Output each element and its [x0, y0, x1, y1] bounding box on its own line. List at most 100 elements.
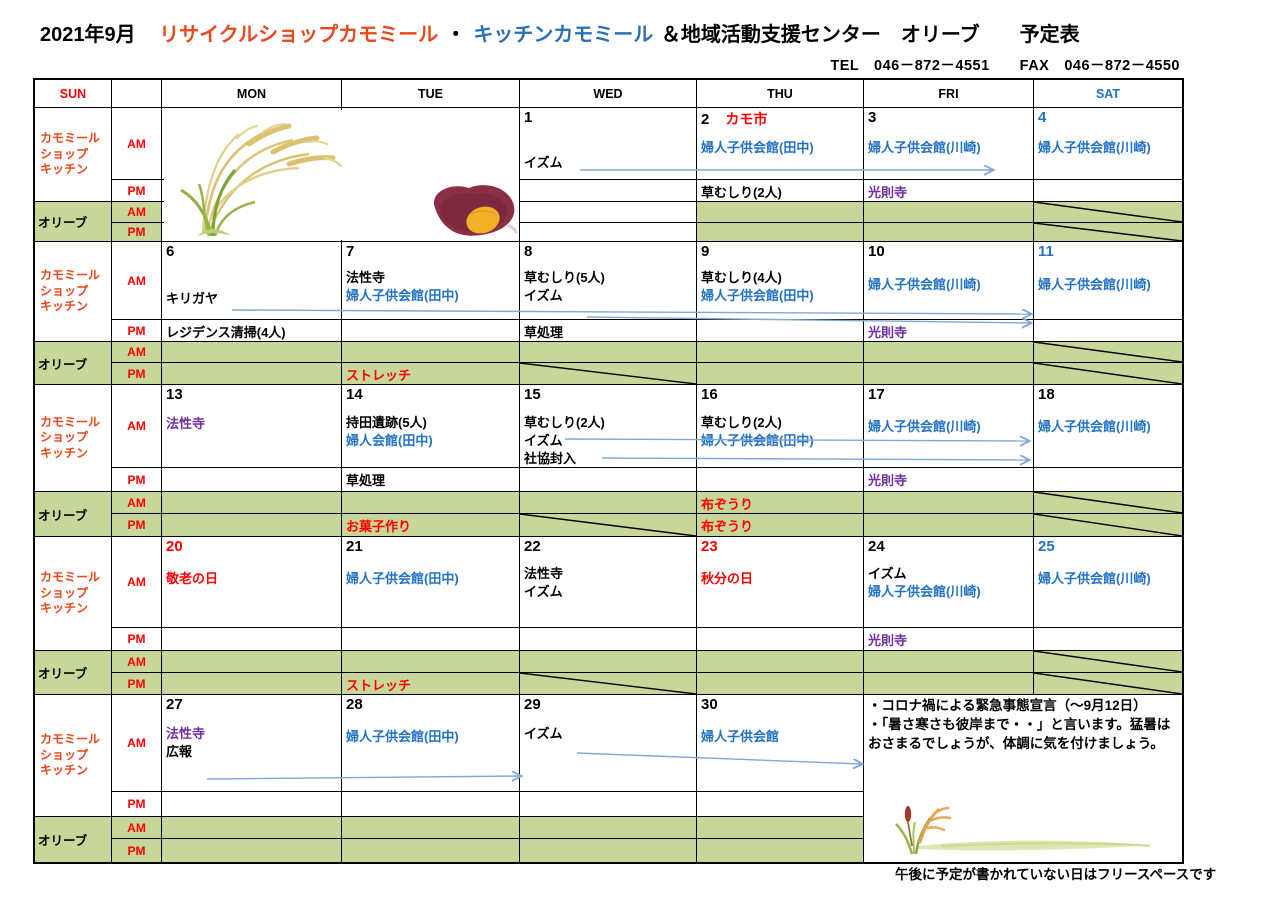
event: 婦人子供会館(田中): [346, 288, 459, 303]
olive-pm-label: PM: [112, 363, 162, 385]
day-cell-sep17: 17 婦人子供会館(川崎): [864, 385, 1034, 468]
olive-pm-label: PM: [112, 223, 162, 242]
event: 婦人子供会館(川崎): [1038, 419, 1151, 434]
olive-am-cell-closed: [1034, 342, 1182, 363]
olive-am-cell: [864, 492, 1034, 514]
row-label-kamomile: カモミール ショップ キッチン: [35, 385, 112, 492]
header-thu: THU: [697, 80, 864, 108]
pm-cell: [1034, 628, 1182, 651]
date-number: 23: [701, 538, 718, 555]
date-number: 14: [346, 386, 363, 403]
event-holiday: 秋分の日: [701, 571, 754, 586]
closed-diagonal-line: [1034, 363, 1182, 384]
event: 法性寺: [524, 566, 564, 581]
olive-pm-cell: [162, 839, 342, 862]
event: イズム: [524, 155, 563, 170]
date-number: 28: [346, 696, 363, 713]
event: 広報: [166, 744, 193, 759]
olive-pm-cell: [864, 363, 1034, 385]
date-number: 3: [868, 109, 877, 126]
olive-pm-cell-closed: [520, 673, 697, 695]
event: 草むしり(2人): [701, 415, 782, 430]
event: 婦人子供会館(川崎): [1038, 140, 1151, 155]
olive-am-cell-closed: [1034, 651, 1182, 673]
closed-diagonal-line: [520, 363, 696, 384]
olive-am-cell: [697, 202, 864, 223]
olive-am-cell-closed: [1034, 202, 1182, 223]
day-cell-sep22: 22 法性寺 イズム: [520, 537, 697, 628]
date-number: 9: [701, 243, 710, 260]
event: 婦人子供会館(田中): [701, 433, 814, 448]
olive-pm-cell: [697, 673, 864, 695]
row-label-olive: オリーブ: [35, 492, 112, 537]
day-cell-sep18: 18 婦人子供会館(川崎): [1034, 385, 1182, 468]
day-cell-sep13: 13 法性寺: [162, 385, 342, 468]
olive-am-cell: [162, 492, 342, 514]
date-number: 18: [1038, 386, 1055, 403]
notes-cell: ・コロナ禍による緊急事態宣言（～9月12日） ・「暑さ寒さも彼岸まで・・」と言い…: [864, 695, 1182, 862]
event: 光則寺: [868, 325, 908, 340]
pm-cell: [162, 792, 342, 817]
olive-am-cell: [520, 817, 697, 839]
date-number: 11: [1038, 243, 1054, 260]
day-cell-sep6: 6 キリガヤ: [162, 242, 342, 320]
event: 婦人子供会館(川崎): [868, 584, 981, 599]
event: 婦人会館(田中): [346, 433, 433, 448]
olive-pm-label: PM: [112, 514, 162, 537]
olive-pm-cell-closed: [1034, 514, 1182, 537]
pm-cell: [1034, 320, 1182, 342]
event: 婦人子供会館(川崎): [1038, 277, 1151, 292]
day-cell-sep23: 23 秋分の日: [697, 537, 864, 628]
olive-am-cell: [864, 202, 1034, 223]
date-number: 4: [1038, 109, 1047, 126]
pm-cell: [162, 468, 342, 492]
pm-cell: [520, 628, 697, 651]
row-label-olive: オリーブ: [35, 817, 112, 862]
event: 布ぞうり: [701, 497, 754, 512]
day-cell-sep8: 8 草むしり(5人) イズム: [520, 242, 697, 320]
event: 光則寺: [868, 633, 908, 648]
day-cell-sep28: 28 婦人子供会館(田中): [342, 695, 520, 792]
olive-am-cell: 布ぞうり: [697, 492, 864, 514]
date-number: 25: [1038, 538, 1055, 555]
header-wed: WED: [520, 80, 697, 108]
event: 法性寺: [166, 416, 206, 431]
pm-cell: [1034, 468, 1182, 492]
day-cell-sep16: 16 草むしり(2人) 婦人子供会館(田中): [697, 385, 864, 468]
event: 法性寺: [346, 270, 386, 285]
day-cell-sep4: 4 婦人子供会館(川崎): [1034, 108, 1182, 180]
autumn-grass-illustration: [895, 806, 1154, 855]
pm-cell: [342, 628, 520, 651]
title-shop-name: リサイクルショップカモミール: [159, 24, 439, 46]
event: ストレッチ: [346, 368, 412, 383]
pm-cell: [697, 628, 864, 651]
date-number: 1: [524, 109, 533, 126]
olive-pm-cell: [864, 223, 1034, 242]
day-cell-sep20: 20 敬老の日: [162, 537, 342, 628]
row-label-olive: オリーブ: [35, 651, 112, 695]
olive-pm-cell: [864, 673, 1034, 695]
header-sat: SAT: [1034, 80, 1182, 108]
event: 婦人子供会館(田中): [701, 140, 814, 155]
pm-cell: 草処理: [342, 468, 520, 492]
event: 草処理: [524, 325, 564, 340]
event: 光則寺: [868, 473, 908, 488]
day-cell-sep7: 7 法性寺 婦人子供会館(田中): [342, 242, 520, 320]
closed-diagonal-line: [1034, 202, 1182, 222]
day-cell-sep21: 21 婦人子供会館(田中): [342, 537, 520, 628]
olive-am-label: AM: [112, 651, 162, 673]
date-number: 7: [346, 243, 355, 260]
event: お菓子作り: [346, 519, 412, 534]
date-number: 30: [701, 696, 718, 713]
olive-pm-cell: [697, 839, 864, 862]
event: イズム: [524, 726, 563, 741]
title-kitchen-name: キッチンカモミール: [473, 24, 654, 46]
notes-text: ・コロナ禍による緊急事態宣言（～9月12日） ・「暑さ寒さも彼岸まで・・」と言い…: [868, 698, 1171, 751]
pm-cell: 光則寺: [864, 628, 1034, 651]
title-rest: ＆地域活動支援センター オリーブ 予定表: [660, 24, 1080, 46]
pm-cell: レジデンス清掃(4人): [162, 320, 342, 342]
pm-cell: 光則寺: [864, 180, 1034, 202]
pm-cell: [162, 628, 342, 651]
event: 婦人子供会館(川崎): [868, 140, 981, 155]
day-cell-sep24: 24 イズム 婦人子供会館(川崎): [864, 537, 1034, 628]
